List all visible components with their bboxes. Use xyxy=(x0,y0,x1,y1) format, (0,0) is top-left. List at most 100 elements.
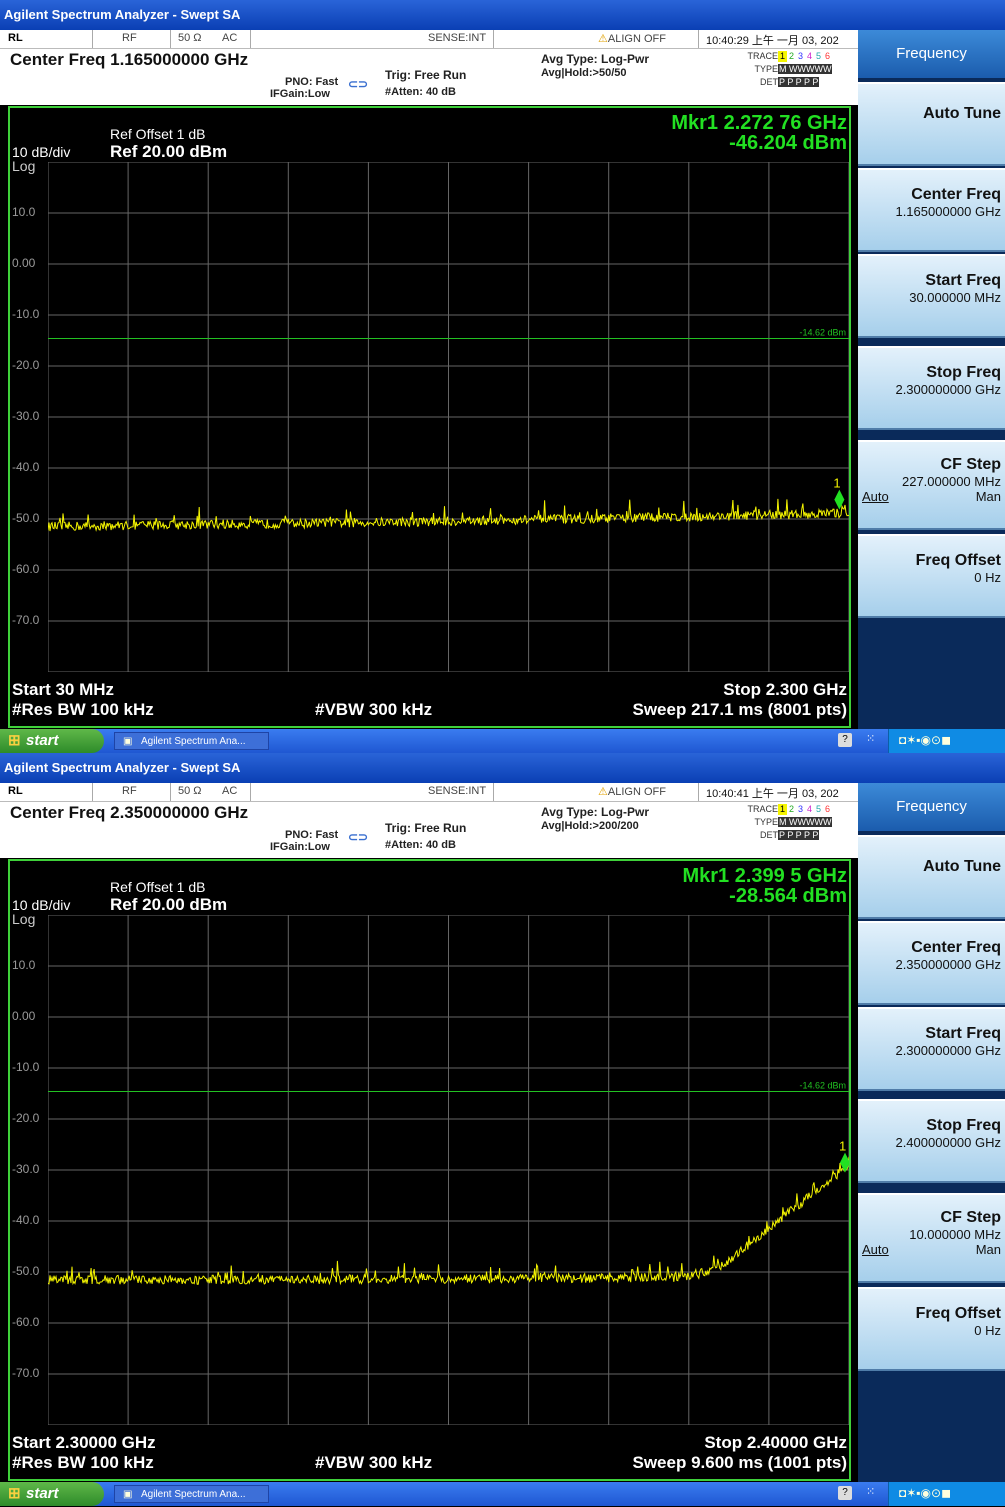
network-icon[interactable]: ⁙ xyxy=(866,1486,876,1498)
analyzer-screen: Agilent Spectrum Analyzer - Swept SA RL … xyxy=(0,0,1005,753)
status-row: RL RF 50 Ω AC SENSE:INT ⚠ALIGN OFF 10:40… xyxy=(0,30,858,49)
marker-frequency: Mkr1 2.272 76 GHz xyxy=(671,112,847,134)
y-tick-label: -40.0 xyxy=(12,1213,40,1227)
system-tray: ◘✶▪◉⊙◼ xyxy=(888,1482,1005,1506)
y-tick-label: -20.0 xyxy=(12,1111,40,1125)
warning-icon: ⚠ xyxy=(598,786,608,798)
center-freq-key-value: 1.165000000 GHz xyxy=(895,204,1001,219)
marker-frequency: Mkr1 2.399 5 GHz xyxy=(682,865,847,887)
trace-number: 5 xyxy=(815,51,821,62)
align-label: ⚠ALIGN OFF xyxy=(598,33,666,45)
y-tick-label: -30.0 xyxy=(12,1162,40,1176)
freq-offset-softkey[interactable]: Freq Offset 0 Hz xyxy=(858,1287,1005,1371)
trace-number: 1 xyxy=(778,51,787,63)
cf-step-key-value: 10.000000 MHz xyxy=(909,1227,1001,1242)
type-row: M WWWWW xyxy=(778,817,833,827)
windows-logo-icon: ⊞ xyxy=(8,732,21,749)
marker-number: 1 xyxy=(839,1139,846,1154)
trace-number: 1 xyxy=(778,804,787,816)
auto-option: Auto xyxy=(862,1242,889,1257)
auto-tune-softkey[interactable]: Auto Tune xyxy=(858,82,1005,166)
rl-label: RL xyxy=(8,32,23,44)
start-freq-key-value: 2.300000000 GHz xyxy=(895,1043,1001,1058)
stop-freq-softkey[interactable]: Stop Freq 2.300000000 GHz xyxy=(858,346,1005,430)
network-icon[interactable]: ⁙ xyxy=(866,733,876,745)
start-button[interactable]: ⊞ start xyxy=(0,729,104,753)
freq-offset-key-value: 0 Hz xyxy=(974,570,1001,585)
impedance-label: 50 Ω xyxy=(178,32,202,44)
trace-label: TRACE xyxy=(747,51,778,61)
start-freq-softkey[interactable]: Start Freq 2.300000000 GHz xyxy=(858,1007,1005,1091)
menu-title: Frequency xyxy=(858,30,1005,78)
trigger-label: Trig: Free Run xyxy=(385,68,467,82)
trace-number: 3 xyxy=(797,804,803,815)
freq-offset-key-value: 0 Hz xyxy=(974,1323,1001,1338)
window-title: Agilent Spectrum Analyzer - Swept SA xyxy=(0,0,1005,30)
tray-icons[interactable]: ◘✶▪◉⊙◼ xyxy=(899,733,952,747)
scale-label: 10 dB/div xyxy=(12,897,71,913)
taskbar-app-button[interactable]: ▣ Agilent Spectrum Ana... xyxy=(114,1485,269,1503)
log-label: Log xyxy=(12,911,36,927)
marker-amplitude: -46.204 dBm xyxy=(729,132,847,154)
datetime-label: 10:40:41 上午 一月 03, 202 xyxy=(706,788,839,800)
det-label: DET xyxy=(760,830,778,840)
y-tick-label: -70.0 xyxy=(12,1366,40,1380)
y-tick-label: -70.0 xyxy=(12,613,40,627)
marker-diamond[interactable] xyxy=(834,489,845,510)
start-button[interactable]: ⊞ start xyxy=(0,1482,104,1506)
type-label: TYPE xyxy=(754,64,778,74)
help-icon[interactable]: ? xyxy=(838,733,852,747)
y-tick-label: -60.0 xyxy=(12,562,40,576)
y-tick-label: -50.0 xyxy=(12,1264,40,1278)
taskbar-app-label: Agilent Spectrum Ana... xyxy=(141,736,246,747)
stop-freq-label: Stop 2.40000 GHz xyxy=(704,1433,847,1452)
det-label: DET xyxy=(760,77,778,87)
start-freq-key-value: 30.000000 MHz xyxy=(909,290,1001,305)
softkey-panel: Frequency Auto Tune Center Freq 1.1650000… xyxy=(858,30,1005,730)
start-label: start xyxy=(26,1485,59,1502)
center-freq-readout: Center Freq 1.165000000 GHz xyxy=(10,50,249,69)
center-freq-softkey[interactable]: Center Freq 1.165000000 GHz xyxy=(858,168,1005,252)
trace-graph: -14.62 dBm 1 xyxy=(48,915,849,1425)
stop-freq-label: Stop 2.300 GHz xyxy=(723,680,847,699)
trace-info: TRACE 1 2 3 4 5 6 TYPEM WWWWW DETP P P P P xyxy=(700,50,833,89)
ref-offset-label: Ref Offset 1 dB xyxy=(110,126,206,142)
help-icon[interactable]: ? xyxy=(838,1486,852,1500)
y-tick-label: -10.0 xyxy=(12,1060,40,1074)
sweep-label: Sweep 217.1 ms (8001 pts) xyxy=(632,700,847,719)
system-tray: ◘✶▪◉⊙◼ xyxy=(888,729,1005,753)
stop-freq-key-label: Stop Freq xyxy=(926,364,1001,381)
center-freq-readout: Center Freq 2.350000000 GHz xyxy=(10,803,249,822)
rl-label: RL xyxy=(8,785,23,797)
atten-label: #Atten: 40 dB xyxy=(385,86,456,98)
marker-diamond[interactable] xyxy=(839,1152,849,1173)
freq-offset-softkey[interactable]: Freq Offset 0 Hz xyxy=(858,534,1005,618)
coupling-label: AC xyxy=(222,32,238,44)
trigger-label: Trig: Free Run xyxy=(385,821,467,835)
det-row: P P P P P xyxy=(778,830,820,840)
avg-hold-label: Avg|Hold:>50/50 xyxy=(541,67,627,79)
main-display: RL RF 50 Ω AC SENSE:INT ⚠ALIGN OFF 10:40… xyxy=(0,783,858,1483)
trace-number: 2 xyxy=(788,51,794,62)
auto-tune-label: Auto Tune xyxy=(923,858,1001,875)
center-freq-softkey[interactable]: Center Freq 2.350000000 GHz xyxy=(858,921,1005,1005)
start-freq-softkey[interactable]: Start Freq 30.000000 MHz xyxy=(858,254,1005,338)
cf-step-softkey[interactable]: CF Step 10.000000 MHz Auto Man xyxy=(858,1193,1005,1283)
stop-freq-softkey[interactable]: Stop Freq 2.400000000 GHz xyxy=(858,1099,1005,1183)
auto-tune-softkey[interactable]: Auto Tune xyxy=(858,835,1005,919)
app-icon: ▣ xyxy=(123,1489,133,1500)
datetime-label: 10:40:29 上午 一月 03, 202 xyxy=(706,35,839,47)
cf-step-softkey[interactable]: CF Step 227.000000 MHz Auto Man xyxy=(858,440,1005,530)
freq-offset-key-label: Freq Offset xyxy=(915,552,1001,569)
settings-bar: RL RF 50 Ω AC SENSE:INT ⚠ALIGN OFF 10:40… xyxy=(0,783,858,858)
spectrum-trace xyxy=(48,1156,849,1286)
rf-label: RF xyxy=(122,32,137,44)
trigger-icon: ⊂⊃ xyxy=(348,77,369,91)
cf-step-key-value: 227.000000 MHz xyxy=(901,474,1001,489)
tray-icons[interactable]: ◘✶▪◉⊙◼ xyxy=(899,1486,952,1500)
taskbar-app-button[interactable]: ▣ Agilent Spectrum Ana... xyxy=(114,732,269,750)
y-tick-label: -10.0 xyxy=(12,307,40,321)
warning-icon: ⚠ xyxy=(598,33,608,45)
